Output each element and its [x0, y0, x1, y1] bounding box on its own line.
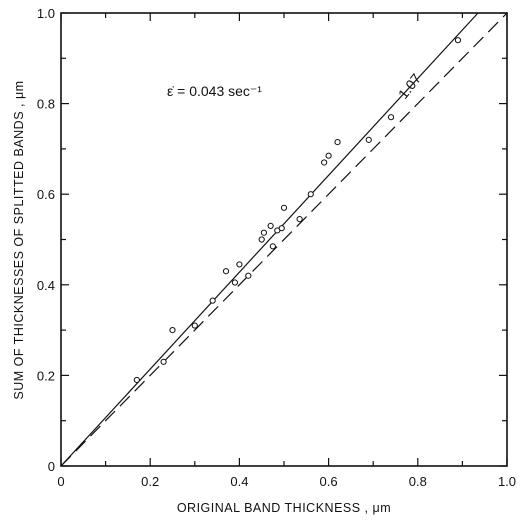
data-point	[387, 114, 395, 121]
data-point	[245, 272, 252, 279]
data-points	[133, 37, 462, 384]
data-point	[325, 152, 332, 159]
data-point	[365, 136, 372, 143]
data-point	[454, 37, 462, 44]
x-tick-label: 0.4	[230, 474, 248, 489]
axis-tick-labels: 0 0.2 0.4 0.6 0.8 1.0 0 0.2 0.4 0.6 0.8 1.0	[37, 6, 516, 489]
data-point	[307, 191, 314, 198]
y-tick-label: 0.8	[37, 97, 55, 112]
data-point	[321, 159, 328, 166]
data-point	[334, 139, 341, 146]
data-point	[267, 222, 274, 230]
data-point	[191, 322, 198, 329]
data-point	[160, 358, 167, 365]
data-point	[278, 225, 285, 232]
reference-lines	[60, 12, 508, 467]
y-tick-label: 0	[48, 459, 55, 474]
data-point	[222, 268, 230, 275]
data-point	[269, 243, 276, 250]
data-point	[133, 376, 140, 384]
y-axis-title: SUM OF THICKNESSES OF SPLITTED BANDS , μ…	[12, 80, 26, 399]
axis-ticks	[60, 12, 508, 467]
data-point	[169, 327, 176, 334]
x-tick-label: 0	[57, 474, 64, 489]
data-point	[260, 229, 268, 236]
y-tick-label: 0.4	[37, 278, 55, 293]
strain-rate-annotation: ε̇ = 0.043 sec⁻¹	[167, 83, 262, 99]
slope-label: 1.07	[395, 70, 425, 101]
x-tick-label: 0.6	[320, 474, 338, 489]
data-point	[231, 279, 239, 286]
solid-fit-line	[60, 12, 479, 467]
dashed-reference-line	[60, 12, 508, 467]
x-axis-title: ORIGINAL BAND THICKNESS , μm	[177, 501, 391, 515]
x-tick-label: 1.0	[498, 474, 516, 489]
data-point	[236, 261, 243, 268]
data-point	[296, 216, 303, 223]
x-tick-label: 0.2	[141, 474, 159, 489]
x-tick-label: 0.8	[409, 474, 427, 489]
y-tick-label: 0.6	[37, 187, 55, 202]
y-tick-label: 0.2	[37, 368, 55, 383]
data-point	[209, 297, 216, 304]
data-point	[258, 236, 265, 243]
data-point	[280, 204, 288, 211]
y-tick-label: 1.0	[37, 6, 55, 21]
